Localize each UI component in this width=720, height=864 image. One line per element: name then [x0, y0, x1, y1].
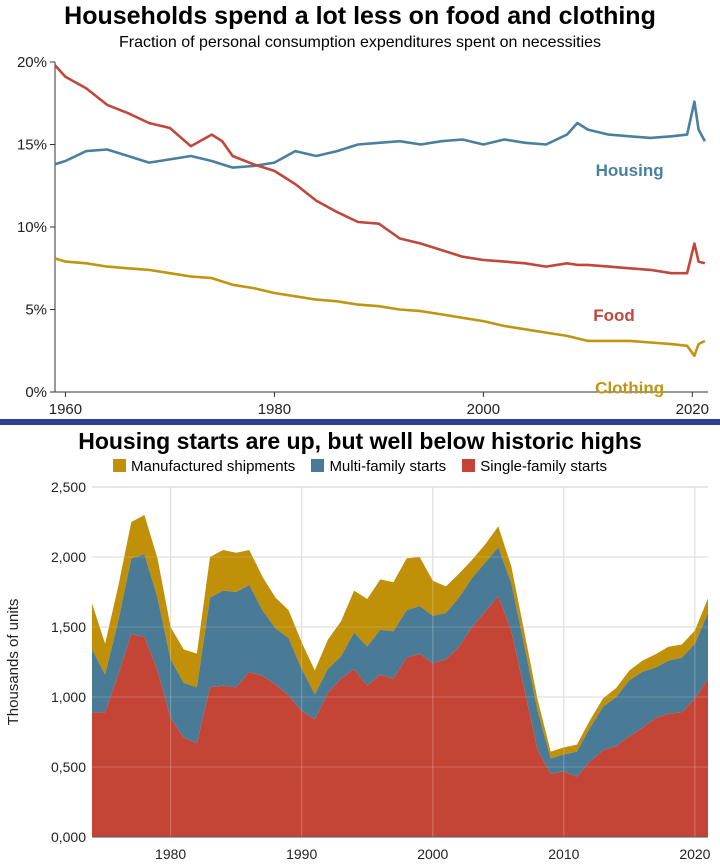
legend-swatch-single-family: [462, 459, 476, 472]
y-tick-label: 1,500: [51, 619, 86, 635]
series-label-food: Food: [593, 306, 635, 325]
x-tick-label: 2000: [417, 846, 448, 862]
series-line-clothing: [54, 257, 706, 357]
necessities-chart-panel: Households spend a lot less on food and …: [0, 0, 720, 420]
legend-item-manufactured: Manufactured shipments: [113, 458, 295, 475]
legend-swatch-manufactured: [113, 459, 126, 472]
x-tick-label: 2020: [679, 846, 710, 862]
housing-starts-area-chart: 2,500 2,000 1,500 1,000 0,500 0,000 1980 1990 20…: [5, 479, 711, 862]
legend-label-manufactured: Manufactured shipments: [131, 458, 296, 475]
y-tick-label: 20%: [17, 54, 47, 71]
legend-item-multi-family: Multi-family starts: [311, 458, 446, 475]
area-multi-family-starts: [92, 547, 708, 777]
legend-label-single-family: Single-family starts: [480, 458, 607, 475]
bottom-chart-title: Housing starts are up, but well below hi…: [78, 428, 642, 454]
x-tick-label: 2000: [467, 401, 500, 418]
y-axis-title: Thousands of units: [5, 599, 22, 726]
y-tick-label: 2,000: [51, 549, 86, 565]
series-line-food: [54, 64, 706, 275]
y-tick-label: 5%: [25, 302, 47, 319]
series-label-housing: Housing: [596, 161, 664, 180]
x-tick-label: 1960: [49, 401, 82, 418]
legend-item-single-family: Single-family starts: [462, 458, 607, 475]
chart-legend: Manufactured shipments Multi-family star…: [0, 458, 720, 475]
area-manufactured-shipments: [92, 515, 708, 759]
top-chart-subtitle: Fraction of personal consumption expendi…: [118, 34, 602, 51]
y-tick-label: 15%: [17, 137, 47, 154]
series-line-housing: [54, 100, 707, 169]
legend-swatch-multi-family: [311, 459, 325, 472]
x-tick-label: 1990: [286, 846, 317, 862]
panel-divider: [0, 419, 720, 425]
series-label-clothing: Clothing: [595, 379, 664, 398]
necessities-line-chart: 20% 15% 10% 5% 0%1960 1980 2000 2020 Housing Food…: [17, 54, 709, 418]
y-tick-label: 10%: [17, 219, 47, 236]
y-tick-label: 2,500: [51, 479, 86, 495]
y-tick-label: 0%: [25, 384, 47, 401]
x-tick-label: 2010: [548, 846, 579, 862]
y-tick-label: 0,000: [51, 829, 86, 845]
housing-starts-chart-panel: Housing starts are up, but well below hi…: [0, 425, 720, 864]
x-tick-label: 1980: [155, 846, 186, 862]
x-tick-label: 2020: [676, 401, 709, 418]
area-single-family-starts: [92, 596, 708, 837]
legend-label-multi-family: Multi-family starts: [329, 458, 447, 475]
y-tick-label: 1,000: [51, 689, 86, 705]
top-chart-title: Households spend a lot less on food and …: [64, 2, 656, 30]
x-tick-label: 1980: [258, 401, 291, 418]
y-tick-label: 0,500: [51, 759, 86, 775]
